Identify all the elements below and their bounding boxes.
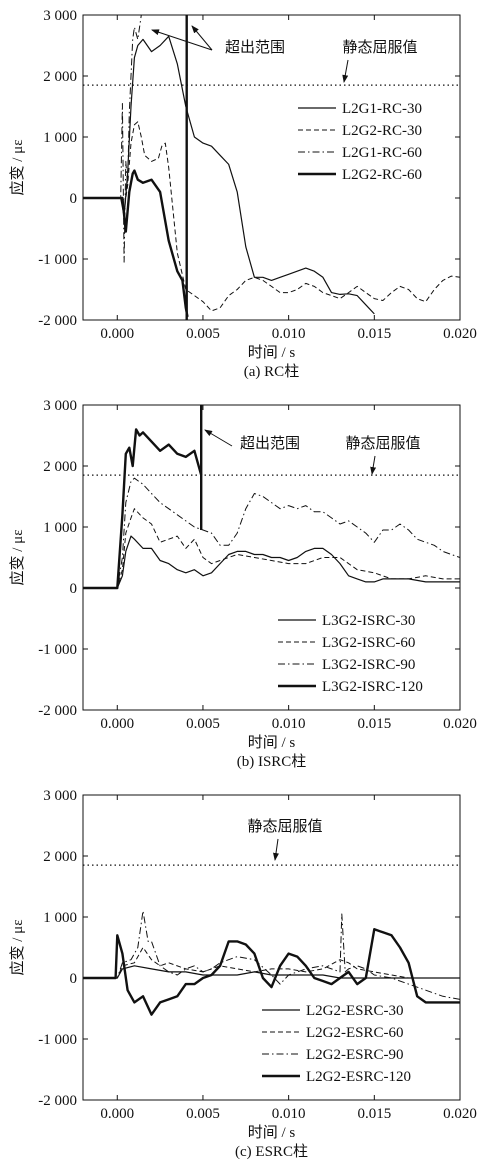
legend-label: L2G1-RC-60	[342, 145, 422, 161]
y-tick-label: 0	[70, 581, 78, 597]
x-tick-label: 0.010	[272, 1106, 306, 1122]
plot-frame	[82, 794, 461, 1101]
legend-label: L3G2-ISRC-60	[322, 635, 415, 651]
annotation-out-of-range: 超出范围	[240, 435, 300, 452]
annotation-static-yield: 静态屈服值	[345, 435, 420, 452]
panel-caption: (c) ESRC柱	[235, 1143, 308, 1160]
legend-label: L2G2-ESRC-30	[306, 1003, 404, 1019]
x-tick-label: 0.015	[357, 326, 391, 342]
series-l3g2-isrc-120	[83, 428, 203, 590]
series-l3g2-isrc-60	[83, 508, 460, 589]
panel-caption: (a) RC柱	[244, 363, 299, 380]
x-tick-label: 0.020	[443, 326, 477, 342]
series-l2g2-esrc-30	[83, 965, 460, 979]
x-tick-label: 0.020	[443, 716, 477, 732]
y-tick-label: 2 000	[43, 849, 77, 865]
y-tick-label: -1 000	[38, 642, 77, 658]
y-tick-label: -2 000	[38, 313, 77, 329]
annotation-arrow	[191, 25, 213, 51]
y-tick-label: 3 000	[43, 788, 77, 804]
annotation-arrow	[151, 29, 213, 51]
legend: L3G2-ISRC-30 L3G2-ISRC-60 L3G2-ISRC-90 L3G2…	[278, 613, 423, 695]
x-axis-label: 时间 / s	[248, 1124, 296, 1141]
panel-caption: (b) ISRC柱	[237, 753, 307, 770]
y-tick-label: 0	[70, 971, 78, 987]
x-tick-label: 0.005	[186, 326, 220, 342]
series-l2g1-rc-30	[83, 35, 375, 315]
y-axis-label: 应变 / με	[8, 919, 26, 975]
series-group	[83, 405, 460, 590]
legend-label: L3G2-ISRC-90	[322, 657, 415, 673]
x-tick-label: 0.020	[443, 1106, 477, 1122]
legend-label: L2G2-ESRC-60	[306, 1025, 404, 1041]
y-tick-label: 2 000	[43, 459, 77, 475]
legend-label: L3G2-ISRC-30	[322, 613, 415, 629]
series-group	[83, 910, 460, 1016]
annotation-arrow	[370, 455, 377, 475]
series-l2g1-rc-60	[83, 15, 142, 263]
series-l3g2-isrc-30	[83, 535, 460, 589]
y-tick-label: -1 000	[38, 252, 77, 268]
annotation-arrow	[273, 838, 279, 861]
y-tick-label: 1 000	[43, 910, 77, 926]
legend-label: L3G2-ISRC-120	[322, 679, 423, 695]
y-axis-label: 应变 / με	[8, 139, 26, 195]
annotation-arrow	[204, 429, 233, 447]
legend-label: L2G2-RC-60	[342, 167, 422, 183]
x-tick-label: 0.005	[186, 716, 220, 732]
x-tick-label: 0.010	[272, 716, 306, 732]
x-axis-label: 时间 / s	[248, 734, 296, 751]
x-tick-label: 0.000	[100, 1106, 134, 1122]
x-axis-label: 时间 / s	[248, 344, 296, 361]
series-l2g2-esrc-120	[83, 928, 460, 1016]
chart-panel-3: -2 000 -1 000 0 1 000 2 000 3 000 0.000 0.005 0.…	[8, 788, 477, 1160]
y-tick-label: -2 000	[38, 703, 77, 719]
y-tick-label: -1 000	[38, 1032, 77, 1048]
x-tick-label: 0.015	[357, 1106, 391, 1122]
series-group	[83, 15, 460, 320]
y-tick-label: -2 000	[38, 1093, 77, 1109]
legend-label: L2G1-RC-30	[342, 101, 422, 117]
y-tick-label: 1 000	[43, 520, 77, 536]
y-tick-label: 3 000	[43, 8, 77, 24]
legend-label: L2G2-ESRC-120	[306, 1069, 411, 1085]
series-l2g2-rc-60	[83, 169, 189, 318]
legend-label: L2G2-ESRC-90	[306, 1047, 404, 1063]
legend: L2G2-ESRC-30 L2G2-ESRC-60 L2G2-ESRC-90 L2G2…	[262, 1003, 411, 1085]
annotation-out-of-range: 超出范围	[225, 39, 285, 56]
legend: L2G1-RC-30 L2G2-RC-30 L2G1-RC-60 L2G2-RC-60	[298, 101, 422, 183]
chart-panel-2: -2 000 -1 000 0 1 000 2 000 3 000 0.000 0.005 0.…	[8, 398, 477, 770]
series-l3g2-isrc-90	[83, 477, 460, 589]
plot-frame	[82, 14, 461, 321]
y-tick-label: 2 000	[43, 69, 77, 85]
chart-panel-1: -2 000 -1 000 0 1 000 2 000 3 000 0.000 0.005 0.…	[8, 8, 477, 380]
y-tick-label: 0	[70, 191, 78, 207]
annotation-arrow	[342, 59, 349, 83]
x-tick-label: 0.005	[186, 1106, 220, 1122]
y-tick-label: 3 000	[43, 398, 77, 414]
legend-label: L2G2-RC-30	[342, 123, 422, 139]
annotation-static-yield: 静态屈服值	[342, 39, 417, 56]
x-tick-label: 0.015	[357, 716, 391, 732]
series-l2g2-rc-30	[83, 121, 460, 312]
x-tick-label: 0.000	[100, 716, 134, 732]
x-tick-label: 0.000	[100, 326, 134, 342]
series-l2g2-esrc-60	[83, 947, 460, 979]
x-tick-label: 0.010	[272, 326, 306, 342]
annotation-static-yield: 静态屈服值	[247, 818, 322, 835]
y-tick-label: 1 000	[43, 130, 77, 146]
y-axis-label: 应变 / με	[8, 529, 26, 585]
